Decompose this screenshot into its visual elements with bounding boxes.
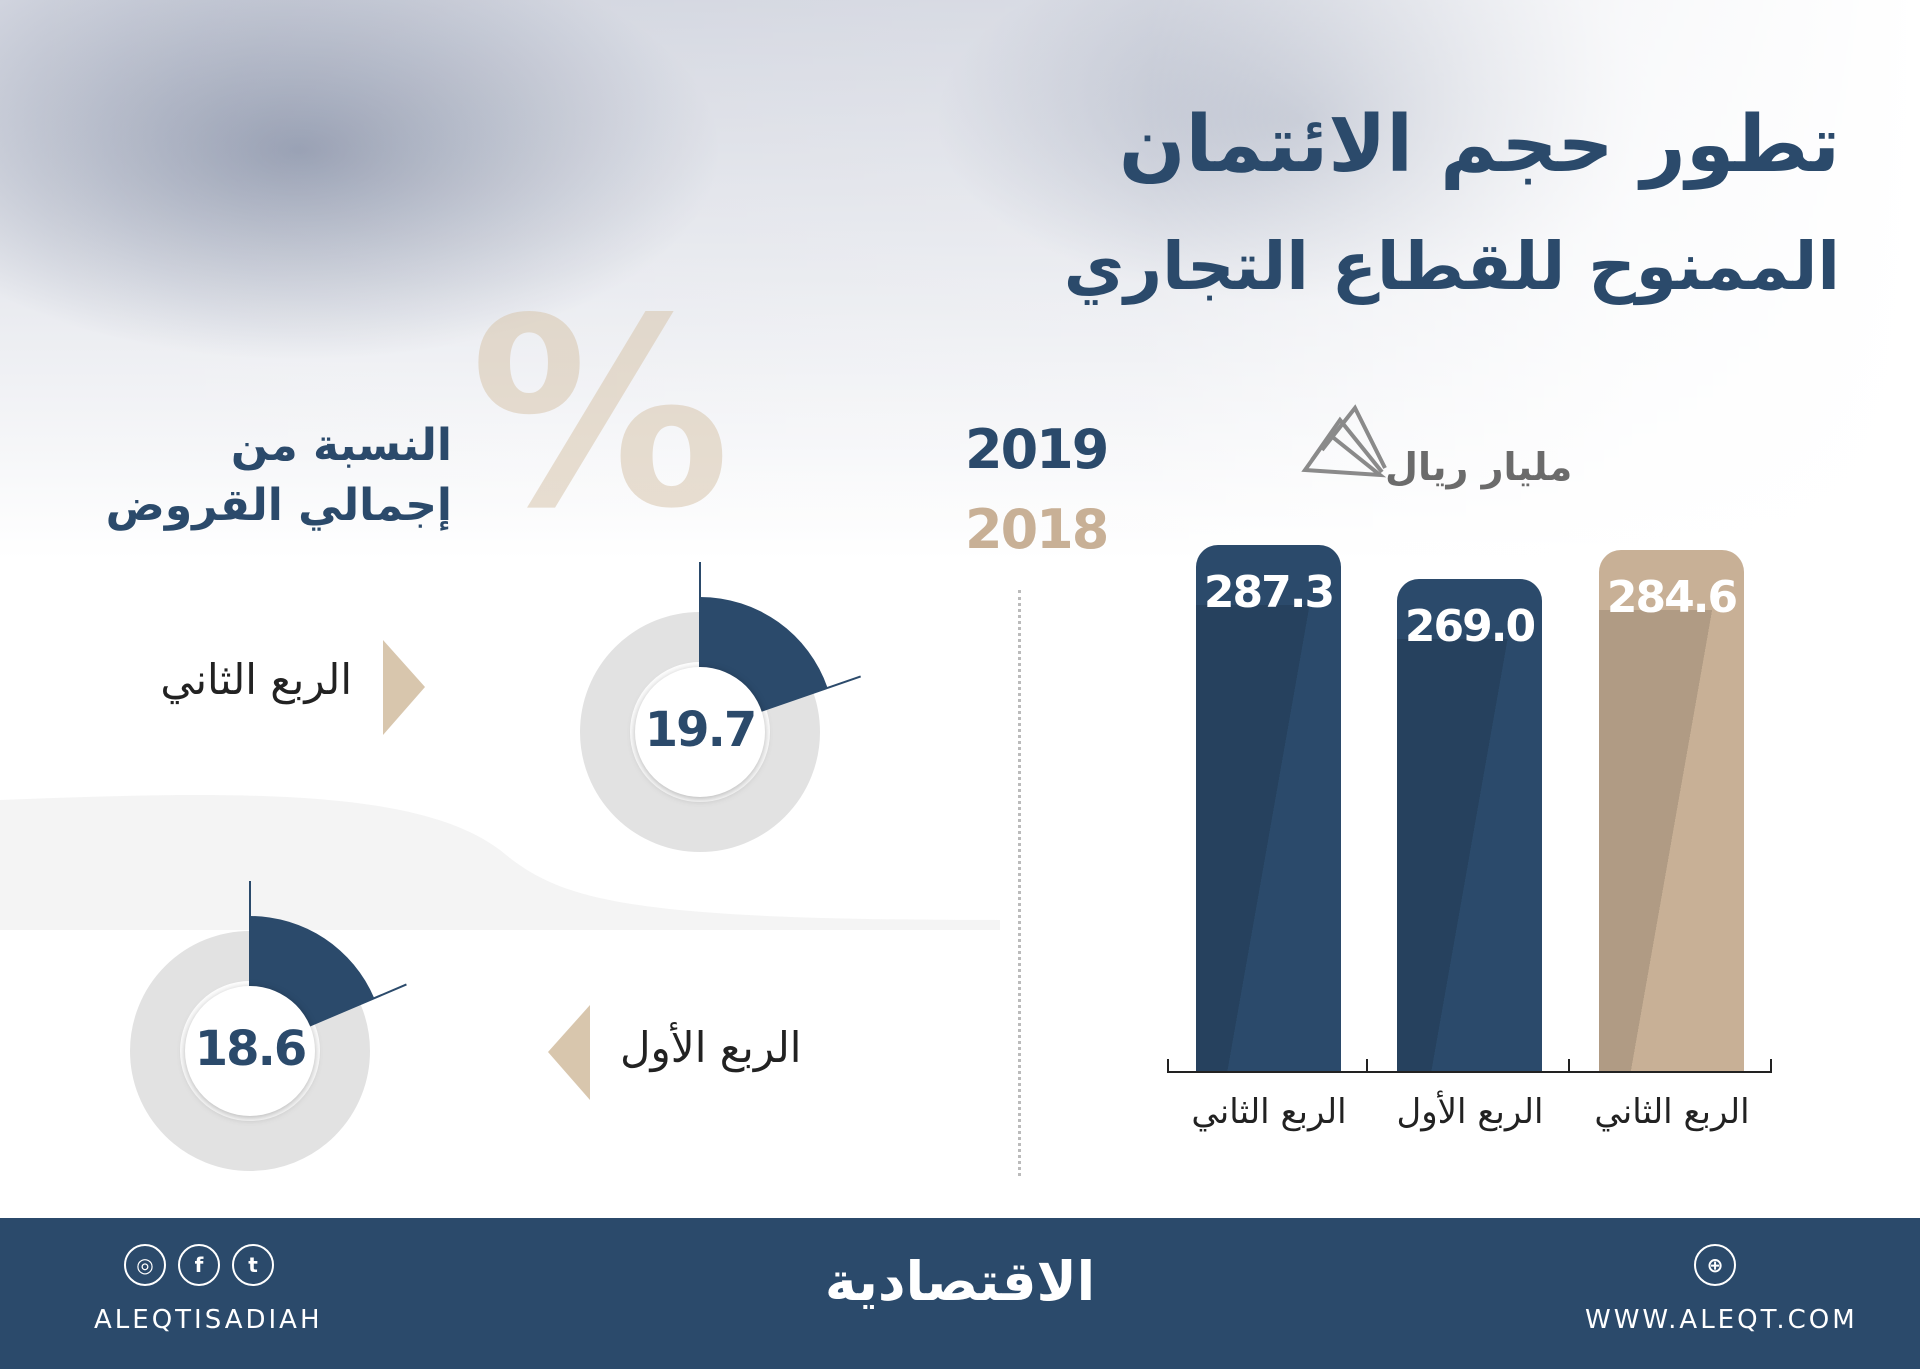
percent-watermark: %	[470, 264, 731, 566]
social-handle: ALEQTISADIAH	[94, 1305, 323, 1335]
x-tick-label: الربع الثاني	[1191, 1092, 1347, 1132]
money-bills-icon	[1301, 404, 1387, 478]
bar-value-label: 269.0	[1404, 600, 1536, 652]
facebook-icon[interactable]: f	[178, 1244, 220, 1286]
page-title: تطور حجم الائتمان	[1118, 100, 1840, 190]
donut-center	[635, 667, 765, 797]
brand-logo: الاقتصادية	[824, 1250, 1096, 1313]
percent-title-line2: إجمالي القروض	[105, 480, 452, 531]
instagram-icon[interactable]: ◎	[124, 1244, 166, 1286]
bar-value-label: 284.6	[1606, 571, 1738, 623]
x-tick-label: الربع الثاني	[1594, 1092, 1750, 1132]
percent-title-line1: النسبة من	[230, 420, 452, 471]
dribbble-globe-icon[interactable]: ⊕	[1694, 1244, 1736, 1286]
page-subtitle: الممنوح للقطاع التجاري	[1063, 228, 1840, 305]
footer-bar	[0, 1218, 1920, 1369]
donut-center	[185, 986, 315, 1116]
bar-0: 287.3	[1196, 545, 1341, 1071]
x-tick-label: الربع الأول	[1396, 1092, 1544, 1132]
arrow-left-icon	[548, 1005, 590, 1100]
background-fade	[0, 0, 1920, 600]
legend-2018: 2018	[965, 498, 1109, 561]
twitter-icon[interactable]: t	[232, 1244, 274, 1286]
bar-shade	[1599, 609, 1744, 1071]
donut-chart-0	[580, 562, 861, 852]
donut-label-q1: الربع الأول	[620, 1023, 802, 1072]
donut-label-q2: الربع الثاني	[160, 655, 352, 704]
website-link[interactable]: WWW.ALEQT.COM	[1585, 1305, 1858, 1335]
bar-value-label: 287.3	[1203, 567, 1335, 618]
divider-dotted-line	[1018, 590, 1021, 1176]
bar-2: 284.6	[1599, 549, 1744, 1071]
bar-chart-baseline	[1167, 1059, 1772, 1073]
donut-chart-1	[130, 881, 407, 1171]
legend-2019: 2019	[965, 418, 1109, 481]
donut-value-label: 18.6	[194, 1021, 307, 1077]
bar-shade	[1397, 638, 1542, 1071]
bar-shade	[1196, 605, 1341, 1071]
arrow-right-icon	[383, 640, 425, 735]
unit-label: مليار ريال	[1385, 445, 1573, 489]
donut-value-label: 19.7	[644, 702, 757, 758]
bar-1: 269.0	[1397, 578, 1542, 1071]
